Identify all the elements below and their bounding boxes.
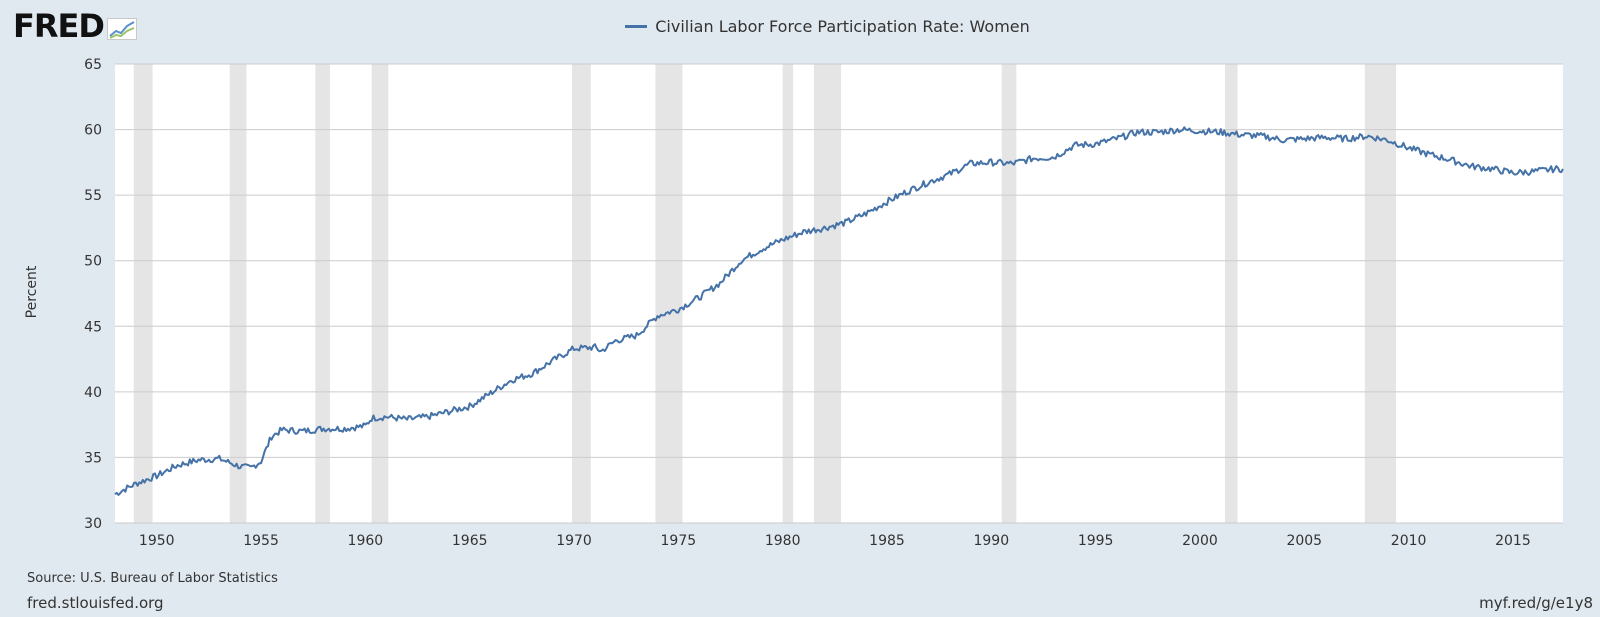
x-tick-label-2015: 2015 xyxy=(1495,533,1531,549)
recession-band-8 xyxy=(1001,64,1017,523)
x-tick-label-1955: 1955 xyxy=(243,533,279,549)
chart-trend-icon xyxy=(106,18,137,40)
y-tick-label-30: 30 xyxy=(84,516,102,532)
legend-series-swatch xyxy=(625,25,648,28)
x-tick-label-1950: 1950 xyxy=(139,533,175,549)
x-tick-label-2005: 2005 xyxy=(1286,533,1322,549)
legend-series-label: Civilian Labor Force Participation Rate:… xyxy=(655,17,1030,36)
source-note: Source: U.S. Bureau of Labor Statistics xyxy=(27,571,278,586)
x-tick-label-1990: 1990 xyxy=(973,533,1009,549)
short-url-link[interactable]: myf.red/g/e1y8 xyxy=(1479,594,1593,612)
series-layer xyxy=(114,126,1564,496)
fred-logo-text: FRED xyxy=(13,7,105,45)
recession-band-7 xyxy=(813,64,842,523)
x-tick-label-1985: 1985 xyxy=(869,533,905,549)
x-axis-tick-labels: 1950 1955 1960 1965 1970 1975 1980 1985 1990 1995… xyxy=(139,533,1531,549)
x-tick-label-1960: 1960 xyxy=(348,533,384,549)
fred-logo[interactable]: FRED xyxy=(13,8,137,44)
y-tick-label-55: 55 xyxy=(84,188,102,204)
recession-band-2 xyxy=(315,64,330,523)
x-tick-label-1965: 1965 xyxy=(452,533,488,549)
x-tick-label-1980: 1980 xyxy=(765,533,801,549)
horizontal-gridlines xyxy=(115,63,1563,524)
x-tick-label-1995: 1995 xyxy=(1078,533,1114,549)
x-tick-label-2010: 2010 xyxy=(1391,533,1427,549)
recession-band-10 xyxy=(1364,64,1397,523)
series-line-0[interactable] xyxy=(114,126,1564,496)
y-tick-label-40: 40 xyxy=(84,385,102,401)
y-tick-label-45: 45 xyxy=(84,319,102,335)
recession-band-4 xyxy=(571,64,591,523)
site-link[interactable]: fred.stlouisfed.org xyxy=(27,594,164,612)
recession-band-1 xyxy=(229,64,247,523)
y-axis-tick-labels: 30 35 40 45 50 55 60 65 xyxy=(84,57,102,532)
x-tick-label-1970: 1970 xyxy=(556,533,592,549)
recession-band-0 xyxy=(133,64,153,523)
x-tick-label-1975: 1975 xyxy=(661,533,697,549)
recession-band-9 xyxy=(1224,64,1238,523)
recession-bands xyxy=(133,64,1397,523)
y-axis-label: Percent xyxy=(24,265,40,318)
y-tick-label-35: 35 xyxy=(84,450,102,466)
y-tick-label-60: 60 xyxy=(84,123,102,139)
recession-band-5 xyxy=(655,64,683,523)
recession-band-6 xyxy=(782,64,794,523)
y-tick-label-50: 50 xyxy=(84,254,102,270)
y-tick-label-65: 65 xyxy=(84,57,102,73)
x-tick-label-2000: 2000 xyxy=(1182,533,1218,549)
chart-legend: Civilian Labor Force Participation Rate:… xyxy=(0,17,1600,36)
recession-band-3 xyxy=(371,64,389,523)
